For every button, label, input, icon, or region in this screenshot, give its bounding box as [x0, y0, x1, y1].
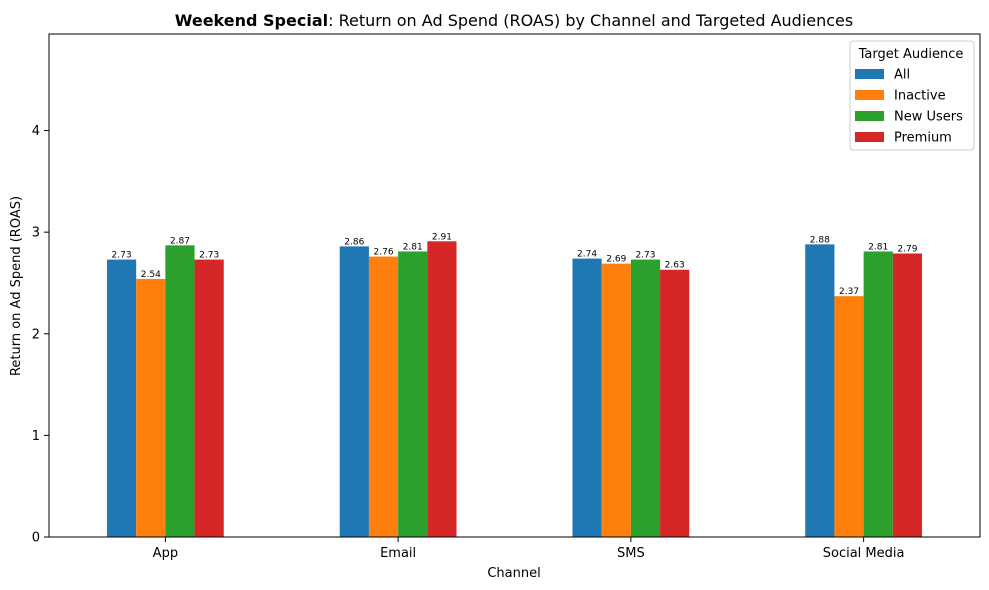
legend-label: New Users	[894, 110, 963, 125]
x-tick-label: SMS	[617, 546, 645, 561]
bar-value-label: 2.37	[839, 287, 859, 297]
bar-premium	[660, 269, 690, 537]
bar-inactive	[834, 296, 864, 537]
y-tick-label: 0	[32, 531, 40, 546]
bar-value-label: 2.79	[897, 244, 917, 254]
chart-title: Weekend Special: Return on Ad Spend (ROA…	[175, 11, 853, 30]
bar-all	[572, 258, 602, 537]
bar-new-users	[630, 259, 661, 537]
bar-new-users	[863, 251, 893, 537]
bar-premium	[427, 241, 457, 537]
bar-value-label: 2.73	[199, 251, 219, 261]
bar-inactive	[368, 256, 399, 537]
bar-value-label: 2.81	[403, 242, 423, 252]
bar-new-users	[165, 245, 195, 537]
bar-value-label: 2.76	[374, 248, 394, 258]
bar-value-label: 2.63	[665, 261, 685, 271]
bar-value-label: 2.87	[170, 236, 190, 246]
bar-value-label: 2.74	[577, 250, 597, 260]
legend-swatch-all	[855, 69, 884, 79]
x-tick-label: Email	[380, 546, 416, 561]
x-tick-label: Social Media	[823, 546, 905, 561]
bar-all	[339, 246, 369, 537]
legend-swatch-new-users	[855, 111, 884, 121]
bar-inactive	[136, 278, 166, 537]
bar-value-label: 2.86	[344, 237, 364, 247]
bar-all	[106, 259, 137, 537]
x-axis-label: Channel	[487, 566, 540, 581]
bar-value-label: 2.88	[810, 235, 830, 245]
legend: Target Audience All Inactive New Users Prem…	[849, 40, 975, 151]
bar-new-users	[398, 251, 428, 537]
x-tick-label: App	[153, 546, 178, 561]
bar-inactive	[601, 263, 631, 537]
y-tick-label: 3	[32, 226, 40, 241]
legend-label: All	[894, 68, 910, 83]
legend-swatch-premium	[855, 132, 884, 142]
legend-label: Premium	[894, 131, 952, 146]
bar-value-label: 2.54	[141, 270, 161, 280]
legend-label: Inactive	[894, 89, 946, 104]
bar-value-label: 2.73	[112, 251, 132, 261]
y-axis-label: Return on Ad Spend (ROAS)	[9, 196, 24, 376]
y-tick-label: 1	[32, 429, 40, 444]
y-tick-label: 4	[32, 124, 40, 139]
y-tick-label: 2	[32, 327, 40, 342]
plot-frame	[48, 33, 981, 538]
legend-box	[849, 40, 975, 151]
bar-premium	[892, 253, 923, 537]
chart-title-rest: : Return on Ad Spend (ROAS) by Channel a…	[328, 11, 853, 30]
bar-value-label: 2.91	[432, 232, 452, 242]
bar-value-label: 2.81	[868, 242, 888, 252]
legend-swatch-inactive	[855, 90, 884, 100]
legend-title: Target Audience	[858, 47, 964, 62]
plot-area: 0 1 2 3 4 2.73 2.54 2.87 2.73 App 2.86 2.76 2.81 2.91…	[32, 124, 923, 561]
bar-value-label: 2.69	[606, 255, 626, 265]
bar-premium	[194, 259, 224, 537]
bar-all	[805, 244, 835, 537]
chart-title-bold: Weekend Special	[175, 11, 328, 30]
bar-value-label: 2.73	[635, 251, 655, 261]
